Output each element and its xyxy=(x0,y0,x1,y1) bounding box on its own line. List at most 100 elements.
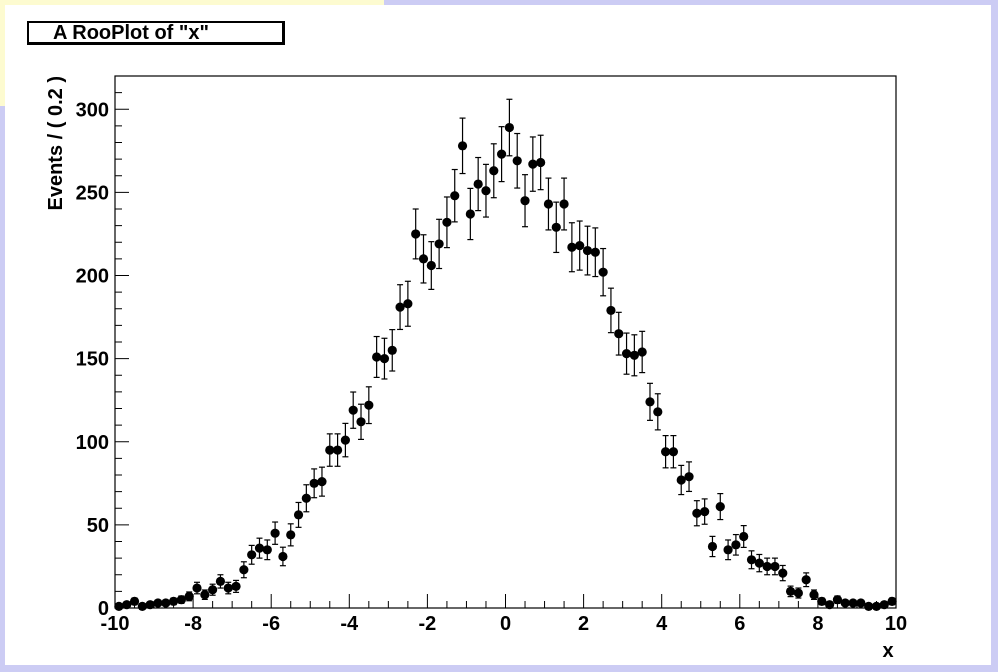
data-point xyxy=(785,585,796,598)
data-point xyxy=(582,225,593,276)
x-tick-label: -10 xyxy=(101,613,130,635)
data-point xyxy=(575,220,585,271)
data-point xyxy=(864,601,874,611)
data-marker xyxy=(348,405,358,415)
data-marker xyxy=(176,595,186,605)
data-marker xyxy=(293,510,304,520)
data-marker xyxy=(379,354,390,364)
data-point xyxy=(161,598,171,608)
data-marker xyxy=(536,157,546,168)
data-point xyxy=(231,579,241,593)
data-point xyxy=(137,601,147,611)
data-point xyxy=(653,393,663,431)
data-point xyxy=(364,386,374,425)
data-marker xyxy=(887,596,897,606)
data-point xyxy=(817,596,827,606)
data-point xyxy=(762,557,772,576)
data-point xyxy=(504,98,515,157)
data-marker xyxy=(489,166,499,176)
data-point xyxy=(348,391,358,429)
data-marker xyxy=(161,598,171,608)
data-point xyxy=(411,208,421,260)
data-marker xyxy=(731,540,741,550)
data-point xyxy=(567,222,577,273)
plot-canvas xyxy=(5,5,991,665)
data-point xyxy=(739,525,749,549)
data-point xyxy=(278,546,288,567)
data-marker xyxy=(364,400,374,410)
data-point xyxy=(489,143,499,199)
data-point xyxy=(465,187,475,241)
data-point xyxy=(848,598,858,608)
data-marker xyxy=(575,240,585,251)
data-point xyxy=(512,132,522,189)
data-marker xyxy=(512,156,522,166)
y-tick-label: 100 xyxy=(76,432,109,454)
data-point xyxy=(528,136,538,192)
data-point xyxy=(840,598,850,608)
data-marker xyxy=(309,478,319,488)
data-point xyxy=(629,334,639,377)
data-point xyxy=(317,466,327,497)
x-tick-label: -8 xyxy=(184,613,202,635)
data-point xyxy=(707,535,718,558)
data-point xyxy=(442,196,452,249)
data-marker xyxy=(301,493,311,503)
data-point xyxy=(723,539,733,561)
data-point xyxy=(254,537,265,559)
data-point xyxy=(129,596,140,606)
data-point xyxy=(309,468,319,499)
y-tick-label: 150 xyxy=(76,349,109,371)
x-tick-label: -4 xyxy=(340,613,359,635)
data-point xyxy=(270,521,280,545)
data-marker xyxy=(270,528,280,538)
data-point xyxy=(426,241,436,290)
data-point xyxy=(887,596,897,606)
data-marker xyxy=(817,596,827,606)
data-marker xyxy=(395,302,405,312)
x-tick-label: 10 xyxy=(885,613,907,635)
data-marker xyxy=(871,601,882,611)
data-point xyxy=(223,581,233,595)
data-marker xyxy=(145,600,155,610)
data-marker xyxy=(200,590,210,600)
data-point xyxy=(754,553,764,573)
data-marker xyxy=(129,596,140,606)
data-points xyxy=(114,98,897,611)
x-tick-label: -6 xyxy=(262,613,280,635)
data-point xyxy=(856,598,866,608)
data-point xyxy=(379,337,390,380)
data-point xyxy=(496,126,507,183)
data-marker xyxy=(770,561,780,572)
y-tick-label: 200 xyxy=(76,266,109,288)
data-marker xyxy=(723,545,733,555)
data-marker xyxy=(208,585,218,595)
data-marker xyxy=(278,551,288,562)
y-axis-label: Events / ( 0.2 ) xyxy=(45,76,67,211)
data-marker xyxy=(746,555,757,565)
data-marker xyxy=(356,417,366,427)
data-point xyxy=(715,493,725,521)
data-marker xyxy=(848,598,858,608)
data-point xyxy=(551,201,561,254)
data-marker xyxy=(496,149,507,159)
data-marker xyxy=(426,260,436,271)
data-marker xyxy=(231,581,241,591)
data-marker xyxy=(411,229,421,239)
data-point xyxy=(473,156,483,212)
data-marker xyxy=(668,447,679,457)
data-marker xyxy=(418,254,429,264)
x-axis-label: x xyxy=(882,640,893,662)
data-point xyxy=(184,591,194,602)
data-point xyxy=(356,403,366,440)
data-marker xyxy=(637,347,647,357)
data-point xyxy=(559,177,569,231)
data-point xyxy=(145,600,155,610)
data-marker xyxy=(567,242,577,252)
x-tick-label: -2 xyxy=(419,613,437,635)
data-point xyxy=(372,335,382,378)
data-marker xyxy=(450,191,460,201)
data-point xyxy=(832,595,843,605)
data-marker xyxy=(598,267,608,277)
